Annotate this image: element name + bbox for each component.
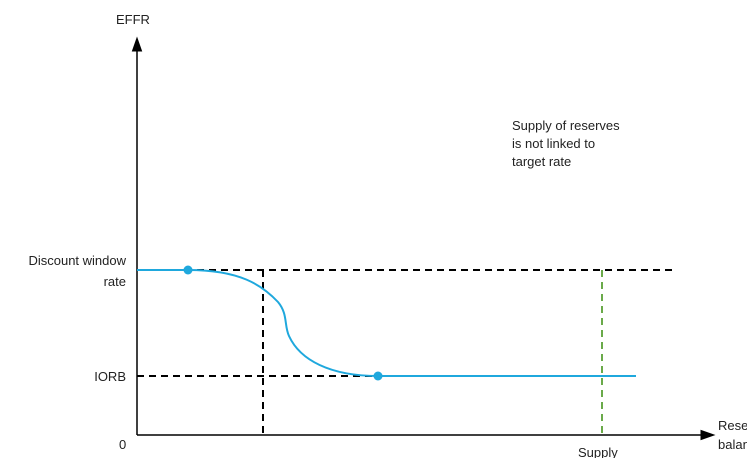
y-axis-label: EFFR <box>116 12 150 27</box>
annotation-line2: is not linked to <box>512 136 595 151</box>
curve-point-upper <box>183 265 193 275</box>
annotation-line1: Supply of reserves <box>512 118 620 133</box>
origin-label: 0 <box>119 437 126 452</box>
annotation-line3: target rate <box>512 154 571 169</box>
reserve-demand-curve <box>137 269 636 377</box>
x-axis-label-line2: balance <box>718 437 747 452</box>
discount-window-label-line1: Discount window <box>28 253 126 268</box>
discount-window-label-line2: rate <box>104 274 126 289</box>
iorb-label: IORB <box>94 369 126 384</box>
curve-point-lower <box>373 371 383 381</box>
x-axis-label-line1: Reserve <box>718 418 747 433</box>
supply-label: Supply <box>578 445 618 458</box>
